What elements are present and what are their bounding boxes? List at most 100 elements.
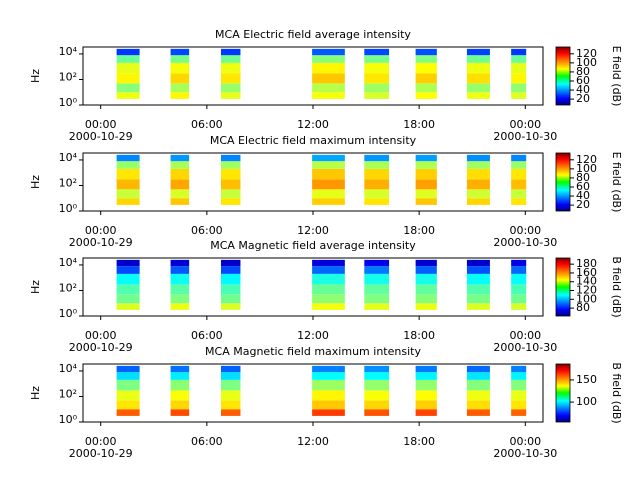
x-tick-label: 06:00: [191, 329, 223, 342]
spectrogram-cell: [221, 266, 241, 274]
spectrogram-cell: [415, 198, 437, 205]
spectrogram-cell: [221, 284, 241, 295]
colorbar-tick-label: 180: [576, 257, 597, 270]
y-axis-label: Hz: [29, 175, 42, 189]
spectrogram-cell: [312, 83, 345, 93]
spectrogram-cell: [312, 294, 345, 304]
spectrogram-cell: [415, 365, 437, 373]
colorbar-tick-label: 80: [576, 171, 590, 184]
spectrogram-cell: [466, 259, 490, 267]
spectrogram-cell: [312, 273, 345, 285]
spectrogram-cell: [511, 48, 527, 56]
spectrogram-cell: [170, 48, 190, 56]
x-tick-label: 06:00: [191, 224, 223, 237]
spectrogram-cell: [466, 365, 490, 373]
x-tick-label: 00:00: [509, 224, 541, 237]
y-tick-label: 10⁴: [59, 362, 78, 375]
spectrogram-cell: [116, 372, 140, 380]
spectrogram-cell: [415, 284, 437, 295]
spectrogram-cell: [415, 303, 437, 310]
spectrogram-cell: [221, 179, 241, 190]
spectrogram-cell: [364, 92, 390, 99]
spectrogram-cell: [116, 294, 140, 304]
y-axis-label: Hz: [29, 280, 42, 294]
x-tick-label: 12:00: [297, 224, 329, 237]
spectrogram-cell: [511, 372, 527, 380]
colorbar-tick-label: 100: [576, 395, 597, 408]
colorbar-tick-label: 100: [576, 292, 597, 305]
spectrogram-cell: [170, 154, 190, 162]
spectrogram-cell: [312, 259, 345, 267]
spectrogram-cell: [170, 92, 190, 99]
colorbar-label: E field (dB): [610, 152, 623, 213]
panel-title: MCA Electric field average intensity: [215, 28, 411, 41]
spectrogram-cell: [415, 83, 437, 93]
spectrogram-cell: [466, 284, 490, 295]
spectrogram-cell: [511, 294, 527, 304]
spectrogram-cell: [415, 73, 437, 84]
spectrogram-cell: [312, 55, 345, 63]
spectrogram-cell: [466, 266, 490, 274]
spectrogram-cell: [221, 168, 241, 180]
spectrogram-cell: [312, 62, 345, 74]
spectrogram-cell: [221, 259, 241, 267]
spectrogram-cell: [116, 259, 140, 267]
spectrogram-cell: [415, 266, 437, 274]
y-tick-label: 10⁰: [59, 413, 78, 426]
spectrogram-cell: [312, 92, 345, 99]
spectrogram-cell: [415, 168, 437, 180]
spectrogram-cell: [511, 365, 527, 373]
spectrogram-cell: [221, 294, 241, 304]
spectrogram-cell: [221, 83, 241, 93]
spectrogram-cell: [466, 83, 490, 93]
spectrogram-cell: [364, 83, 390, 93]
spectrogram-cell: [364, 284, 390, 295]
spectrogram-cell: [364, 55, 390, 63]
spectrogram-cell: [221, 189, 241, 199]
spectrogram-cell: [312, 400, 345, 410]
spectrogram-cell: [511, 198, 527, 205]
spectrogram-cell: [415, 259, 437, 267]
spectrogram-cell: [221, 372, 241, 380]
spectrogram-cell: [170, 400, 190, 410]
spectrogram-cell: [364, 294, 390, 304]
spectrogram-cell: [466, 161, 490, 169]
spectrogram-cell: [511, 179, 527, 190]
colorbar: [555, 257, 571, 317]
colorbar-tick-label: 60: [576, 74, 590, 87]
x-tick-label: 12:00: [297, 435, 329, 448]
spectrogram-cell: [116, 48, 140, 56]
date-label: 2000-10-30: [493, 341, 557, 354]
x-tick-label: 06:00: [191, 118, 223, 131]
spectrogram-cell: [466, 294, 490, 304]
spectrogram-cell: [466, 92, 490, 99]
spectrogram-cell: [312, 379, 345, 391]
x-tick-label: 18:00: [403, 118, 435, 131]
spectrogram-cell: [170, 161, 190, 169]
spectrogram-cell: [415, 62, 437, 74]
spectrogram-cell: [170, 284, 190, 295]
x-tick-label: 00:00: [509, 329, 541, 342]
spectrogram-cell: [170, 390, 190, 401]
spectrogram-cell: [170, 365, 190, 373]
y-tick-label: 10⁴: [59, 45, 78, 58]
colorbar: [555, 46, 571, 106]
spectrogram-cell: [170, 372, 190, 380]
spectrogram-cell: [221, 92, 241, 99]
spectrogram-cell: [415, 400, 437, 410]
spectrogram-cell: [116, 179, 140, 190]
spectrogram-cell: [116, 303, 140, 310]
spectrogram-cell: [170, 83, 190, 93]
spectrogram-cell: [116, 284, 140, 295]
x-tick-label: 12:00: [297, 329, 329, 342]
spectrogram-cell: [312, 266, 345, 274]
spectrogram-cell: [170, 198, 190, 205]
spectrogram-cell: [170, 168, 190, 180]
spectrogram-cell: [466, 179, 490, 190]
colorbar-label: B field (dB): [610, 256, 623, 317]
spectrogram-cell: [364, 198, 390, 205]
spectrogram-cell: [415, 154, 437, 162]
spectrogram-cell: [415, 379, 437, 391]
spectrogram-cell: [116, 189, 140, 199]
spectrogram-cell: [511, 73, 527, 84]
